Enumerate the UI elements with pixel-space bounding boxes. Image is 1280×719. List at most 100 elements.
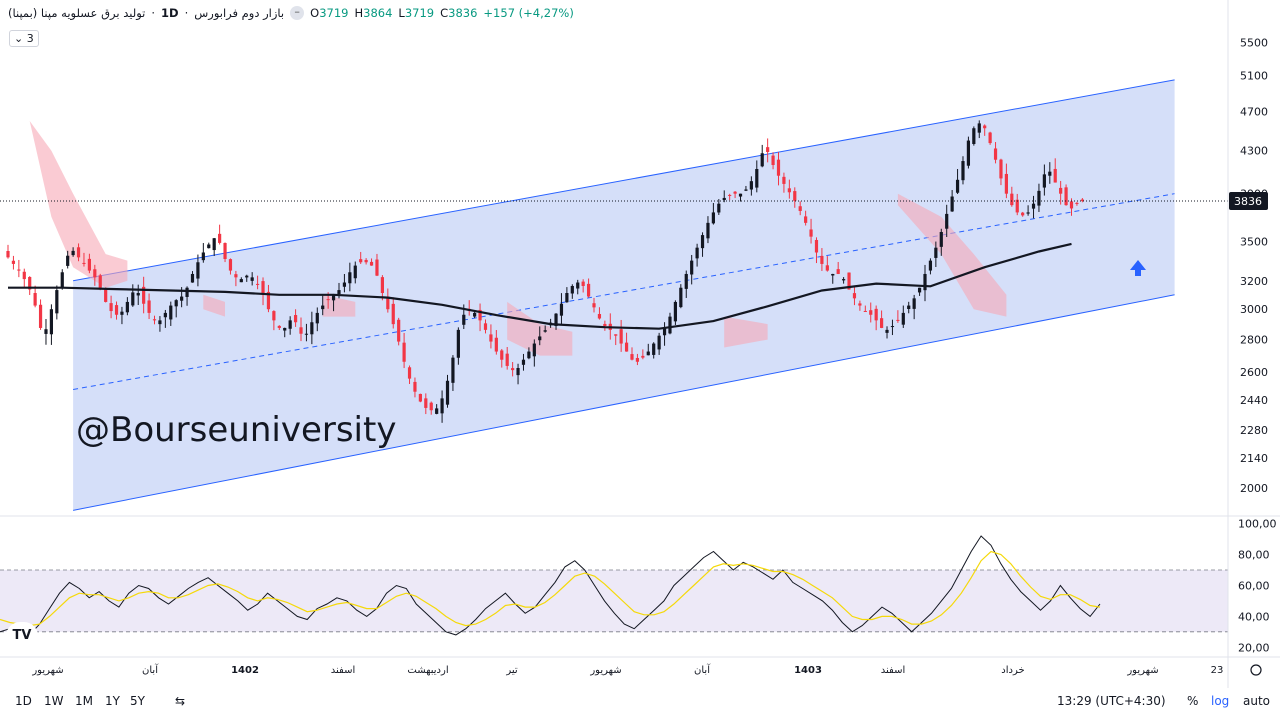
candle-body[interactable]	[825, 265, 829, 271]
candle-body[interactable]	[228, 259, 233, 271]
candle-body[interactable]	[592, 303, 596, 308]
candle-body[interactable]	[489, 334, 493, 342]
candle-body[interactable]	[793, 191, 797, 201]
candle-body[interactable]	[565, 293, 569, 303]
candle-body[interactable]	[196, 262, 200, 279]
candle-body[interactable]	[218, 233, 222, 243]
clock-timezone[interactable]: 13:29 (UTC+4:30)	[1057, 694, 1166, 708]
candle-body[interactable]	[1069, 201, 1074, 209]
candle-body[interactable]	[901, 312, 905, 325]
price-pane[interactable]: @Bourseuniversity	[0, 79, 1228, 511]
candle-body[interactable]	[212, 238, 216, 251]
candle-body[interactable]	[798, 206, 802, 211]
tradingview-logo[interactable]: TV	[6, 622, 38, 650]
candle-body[interactable]	[174, 300, 178, 307]
candle-body[interactable]	[17, 269, 21, 271]
date-range-icon[interactable]: ⇆	[175, 694, 186, 708]
candle-body[interactable]	[76, 247, 81, 258]
price-axis[interactable]: 3836 5500 5100 4700 4300 3900 3500 3200 3000 2800…	[1227, 0, 1277, 688]
candle-body[interactable]	[630, 354, 634, 360]
candle-body[interactable]	[60, 272, 64, 288]
candle-body[interactable]	[190, 273, 195, 283]
time-axis[interactable]: شهریور آبان 1402 اسفند اردیبهشت تیر شهریور آبان…	[0, 656, 1280, 676]
candle-body[interactable]	[310, 322, 314, 335]
candle-body[interactable]	[375, 259, 379, 276]
candle-body[interactable]	[483, 323, 488, 330]
candle-body[interactable]	[440, 398, 444, 414]
candle-body[interactable]	[272, 311, 276, 321]
candle-body[interactable]	[559, 303, 564, 316]
candle-body[interactable]	[315, 312, 319, 324]
candle-body[interactable]	[147, 300, 151, 313]
candle-body[interactable]	[152, 319, 157, 321]
candle-body[interactable]	[250, 277, 254, 281]
candle-body[interactable]	[532, 343, 536, 357]
candle-body[interactable]	[928, 260, 933, 271]
candle-body[interactable]	[646, 351, 650, 356]
candle-body[interactable]	[418, 393, 422, 402]
candle-body[interactable]	[597, 313, 602, 319]
candle-body[interactable]	[972, 128, 976, 144]
candle-body[interactable]	[1053, 168, 1057, 183]
candle-body[interactable]	[635, 357, 640, 362]
candle-body[interactable]	[1021, 212, 1025, 216]
candle-body[interactable]	[733, 191, 737, 194]
candle-body[interactable]	[505, 353, 509, 366]
candle-body[interactable]	[82, 262, 86, 264]
candle-body[interactable]	[852, 293, 857, 299]
candle-body[interactable]	[87, 258, 91, 271]
candle-body[interactable]	[624, 342, 629, 352]
candle-body[interactable]	[104, 288, 108, 302]
candle-body[interactable]	[744, 189, 748, 191]
tf-1d[interactable]: 1D	[15, 694, 32, 708]
candle-body[interactable]	[842, 279, 846, 281]
candle-body[interactable]	[223, 242, 227, 259]
moving-average-line[interactable]	[8, 242, 1072, 330]
candle-body[interactable]	[353, 265, 357, 279]
candle-body[interactable]	[364, 259, 368, 263]
candle-body[interactable]	[234, 274, 238, 278]
candle-body[interactable]	[266, 291, 271, 310]
symbol-name[interactable]: تولید برق عسلویه مپنا (بمپنا)	[8, 6, 146, 20]
candle-body[interactable]	[55, 290, 59, 314]
candle-body[interactable]	[695, 247, 699, 259]
candle-body[interactable]	[961, 161, 965, 181]
regression-channel[interactable]	[73, 79, 1175, 511]
candle-body[interactable]	[33, 292, 37, 306]
candle-body[interactable]	[869, 310, 873, 315]
candle-body[interactable]	[445, 380, 450, 405]
candle-body[interactable]	[456, 329, 460, 358]
candle-body[interactable]	[831, 273, 835, 276]
candle-body[interactable]	[331, 294, 336, 301]
candle-body[interactable]	[293, 315, 298, 323]
candle-body[interactable]	[570, 285, 574, 294]
candle-body[interactable]	[836, 269, 840, 274]
candle-body[interactable]	[462, 314, 466, 325]
candle-body[interactable]	[1010, 193, 1014, 206]
candle-body[interactable]	[380, 277, 384, 294]
candle-body[interactable]	[185, 287, 189, 297]
candle-body[interactable]	[359, 259, 363, 263]
rsi-line[interactable]	[0, 535, 1101, 636]
candle-body[interactable]	[500, 350, 504, 360]
candle-body[interactable]	[619, 329, 623, 344]
candle-body[interactable]	[136, 293, 140, 296]
candle-body[interactable]	[706, 222, 710, 239]
candle-body[interactable]	[180, 296, 184, 301]
candle-body[interactable]	[38, 304, 43, 328]
candle-body[interactable]	[966, 140, 971, 166]
candle-body[interactable]	[722, 197, 726, 200]
candle-body[interactable]	[581, 281, 585, 286]
candle-body[interactable]	[977, 123, 981, 133]
candle-body[interactable]	[131, 292, 135, 306]
interval-label[interactable]: 1D	[161, 6, 179, 20]
candle-body[interactable]	[71, 250, 75, 256]
candle-body[interactable]	[142, 286, 146, 304]
candle-body[interactable]	[93, 269, 97, 278]
candle-body[interactable]	[201, 252, 205, 261]
candle-body[interactable]	[321, 305, 325, 310]
candle-body[interactable]	[576, 282, 580, 289]
candle-body[interactable]	[255, 283, 260, 285]
candle-body[interactable]	[435, 408, 439, 414]
